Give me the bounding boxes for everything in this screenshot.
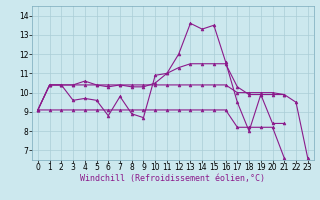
X-axis label: Windchill (Refroidissement éolien,°C): Windchill (Refroidissement éolien,°C) (80, 174, 265, 183)
